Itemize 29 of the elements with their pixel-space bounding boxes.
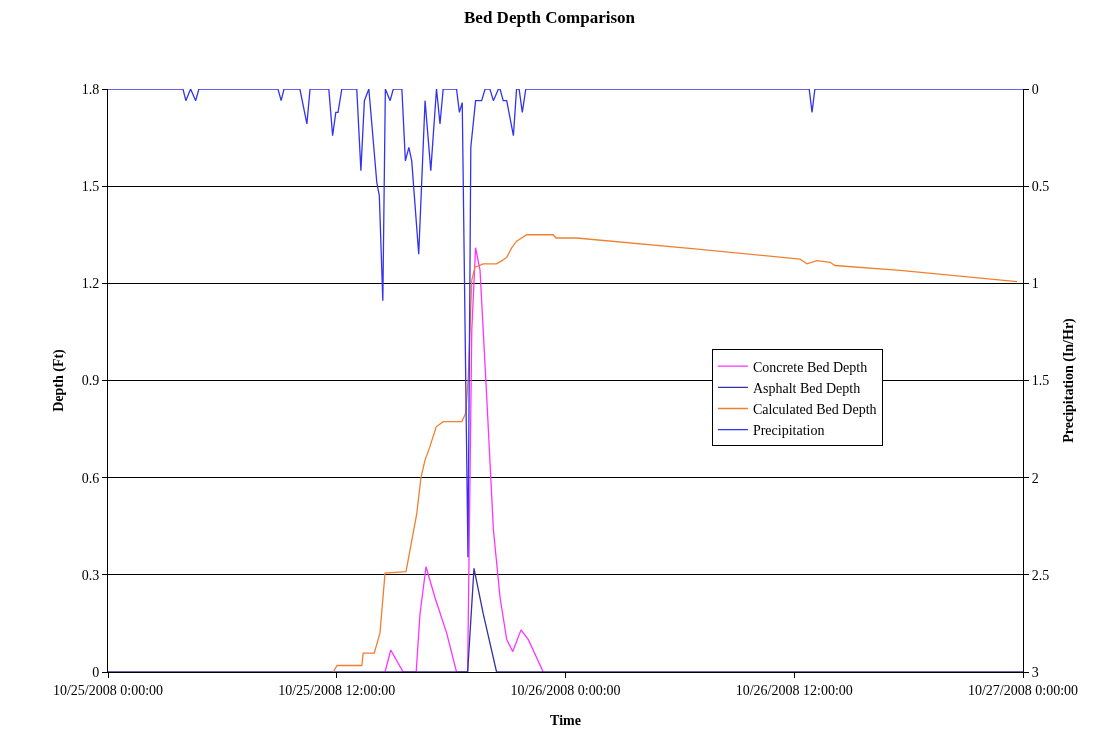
- line-series: [384, 247, 544, 672]
- y-tick-label: 0.3: [81, 567, 100, 583]
- x-tick-label: 10/25/2008 0:00:00: [52, 682, 164, 698]
- y-tick-label: 0.6: [81, 470, 100, 486]
- legend-label: Calculated Bed Depth: [752, 401, 877, 417]
- y2-tick-label: 0.5: [1031, 179, 1050, 195]
- legend-label: Asphalt Bed Depth: [752, 380, 861, 396]
- y2-tick-label: 2: [1031, 470, 1039, 486]
- x-axis-title: Time: [550, 713, 581, 729]
- line-series: [332, 234, 1018, 672]
- y2-axis-title: Precipitation (In/Hr): [1060, 317, 1077, 443]
- y2-tick-label: 0: [1031, 81, 1039, 97]
- x-tick-label: 10/27/2008 0:00:00: [967, 682, 1079, 698]
- y-tick-label: 1.5: [81, 179, 100, 195]
- y-tick-label: 1.8: [81, 81, 100, 97]
- y-tick-label: 0.9: [81, 373, 100, 389]
- legend-label: Concrete Bed Depth: [752, 359, 868, 375]
- y2-tick-label: 1: [1031, 276, 1039, 292]
- chart-title: Bed Depth Comparison: [464, 8, 636, 28]
- y2-tick-label: 3: [1031, 664, 1039, 680]
- x-tick-label: 10/26/2008 12:00:00: [735, 682, 853, 698]
- y-tick-label: 1.2: [81, 276, 100, 292]
- y-axis-title: Depth (Ft): [51, 348, 68, 412]
- legend-label: Precipitation: [752, 423, 825, 439]
- y2-tick-label: 1.5: [1031, 373, 1050, 389]
- x-tick-label: 10/25/2008 12:00:00: [278, 682, 396, 698]
- y2-tick-label: 2.5: [1031, 567, 1050, 583]
- x-tick-label: 10/26/2008 0:00:00: [510, 682, 621, 698]
- y-tick-label: 0: [92, 664, 100, 680]
